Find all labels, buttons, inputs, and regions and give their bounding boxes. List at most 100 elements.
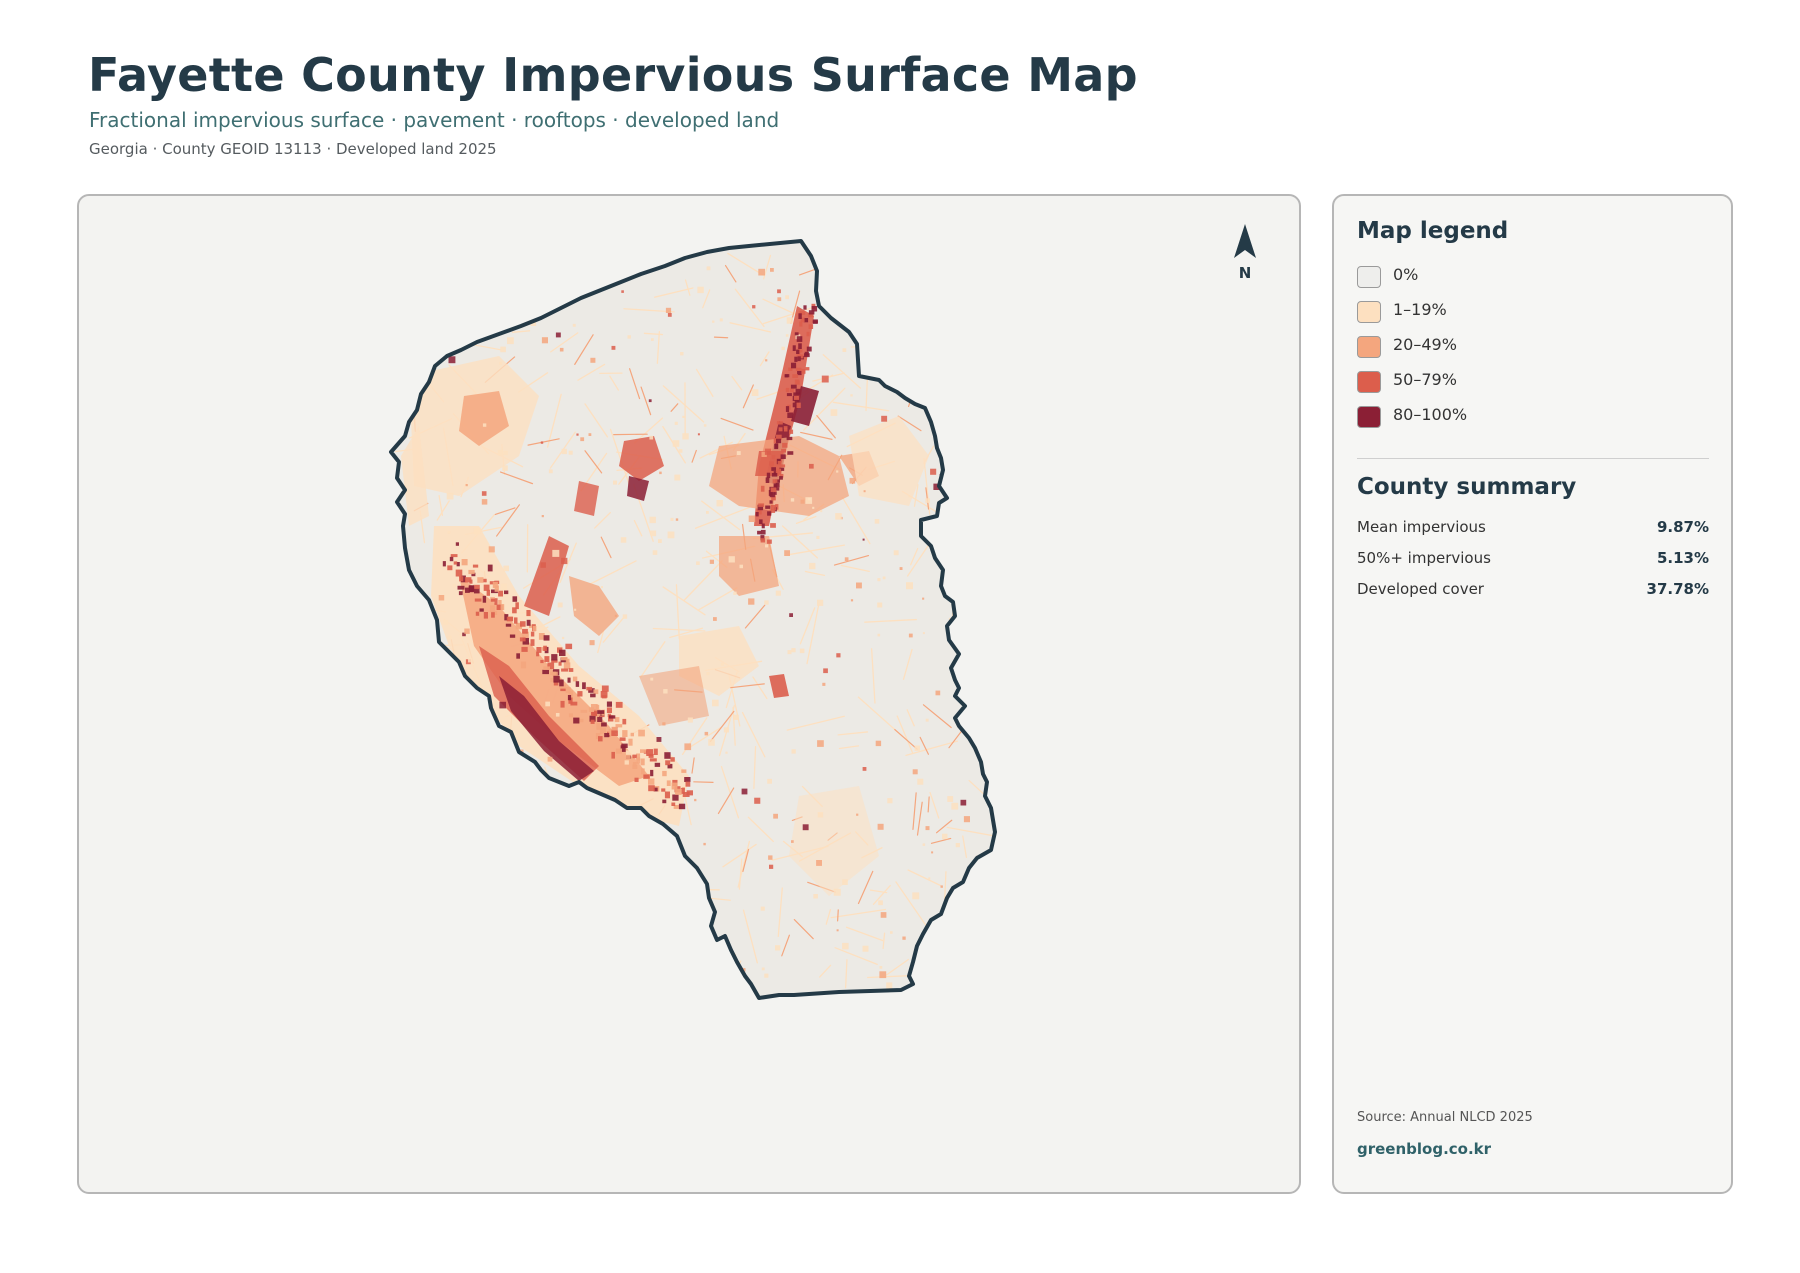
developed-area	[719, 536, 779, 596]
road-segment	[841, 496, 871, 545]
road-segment	[405, 294, 433, 303]
impervious-cell	[601, 722, 607, 727]
road-segment	[548, 922, 568, 955]
impervious-cell	[636, 757, 641, 764]
impervious-cell	[547, 662, 555, 670]
impervious-cell	[806, 331, 810, 337]
road-segment	[972, 493, 995, 536]
road-segment	[720, 417, 754, 431]
impervious-cell	[789, 429, 794, 434]
impervious-cell	[522, 631, 529, 638]
road-segment	[597, 630, 605, 654]
road-segment	[804, 570, 826, 577]
road-segment	[955, 656, 981, 664]
impervious-cell	[736, 451, 741, 455]
map-panel[interactable]	[77, 194, 1301, 1194]
impervious-cell	[552, 848, 560, 856]
impervious-cell	[799, 321, 803, 327]
impervious-cell	[877, 602, 883, 608]
impervious-cell	[777, 297, 782, 302]
impervious-cell	[434, 813, 438, 817]
impervious-cell	[773, 484, 777, 489]
impervious-cell	[471, 980, 474, 983]
impervious-cell	[770, 523, 776, 528]
impervious-cell	[774, 443, 779, 449]
impervious-cell	[557, 602, 563, 608]
impervious-cell	[823, 668, 828, 674]
road-segment	[577, 363, 606, 381]
impervious-cell	[640, 758, 645, 766]
impervious-cell	[757, 509, 762, 515]
road-segment	[939, 386, 944, 412]
stat-value: 37.78%	[1646, 580, 1709, 598]
road-segment	[551, 840, 581, 850]
impervious-cell	[520, 661, 527, 669]
road-segment	[946, 396, 968, 439]
impervious-cell	[597, 710, 605, 714]
legend-swatch	[1357, 266, 1381, 288]
road-segment	[975, 539, 995, 566]
impervious-cell	[930, 468, 937, 475]
impervious-cell	[560, 687, 566, 692]
impervious-cell	[532, 625, 537, 632]
impervious-cell	[666, 780, 671, 786]
road-segment	[793, 919, 814, 940]
impervious-cell	[748, 598, 755, 605]
road-segment	[584, 403, 609, 438]
impervious-cell	[813, 894, 818, 899]
road-segment	[952, 977, 965, 998]
impervious-cell	[667, 531, 675, 539]
impervious-cell	[475, 611, 480, 616]
impervious-cell	[703, 842, 706, 846]
impervious-cell	[503, 565, 509, 572]
impervious-cell	[775, 590, 781, 596]
road-segment	[496, 802, 501, 849]
impervious-cell	[650, 677, 654, 681]
impervious-cell	[625, 750, 632, 757]
impervious-cell	[514, 617, 518, 624]
impervious-cell	[595, 733, 601, 739]
impervious-cell	[785, 387, 790, 393]
impervious-cell	[719, 318, 723, 322]
road-segment	[948, 318, 954, 349]
road-segment	[951, 452, 966, 493]
impervious-cell	[572, 676, 578, 682]
impervious-cell	[706, 672, 710, 676]
impervious-cell	[922, 597, 925, 600]
road-segment	[445, 753, 464, 766]
impervious-cell	[684, 743, 692, 751]
road-segment	[656, 330, 661, 364]
road-segment	[838, 745, 860, 750]
impervious-cell	[593, 689, 599, 695]
impervious-cell	[564, 792, 569, 797]
impervious-cell	[685, 781, 691, 787]
site-link[interactable]: greenblog.co.kr	[1357, 1140, 1492, 1158]
road-segment	[602, 617, 624, 643]
impervious-cell	[559, 679, 564, 687]
impervious-cell	[771, 454, 776, 460]
impervious-cell	[628, 738, 633, 746]
impervious-cell	[562, 636, 565, 640]
impervious-cell	[459, 576, 464, 582]
impervious-cell	[466, 894, 470, 899]
road-segment	[568, 882, 586, 913]
legend-label: 0%	[1393, 265, 1419, 284]
impervious-cell	[938, 956, 943, 960]
impervious-cell	[409, 321, 416, 328]
impervious-cell	[833, 888, 841, 896]
impervious-cell	[465, 577, 472, 583]
impervious-cell	[800, 499, 805, 504]
impervious-cell	[462, 632, 466, 637]
road-segment	[713, 336, 729, 339]
impervious-map[interactable]	[79, 196, 1301, 1194]
impervious-cell	[578, 718, 584, 723]
road-segment	[670, 403, 679, 412]
impervious-cell	[877, 633, 881, 637]
impervious-cell	[787, 650, 792, 655]
impervious-cell	[665, 307, 672, 313]
impervious-cell	[887, 798, 893, 804]
impervious-cell	[817, 599, 824, 606]
road-segment	[896, 715, 914, 754]
impervious-cell	[773, 487, 780, 491]
impervious-cell	[444, 773, 448, 777]
